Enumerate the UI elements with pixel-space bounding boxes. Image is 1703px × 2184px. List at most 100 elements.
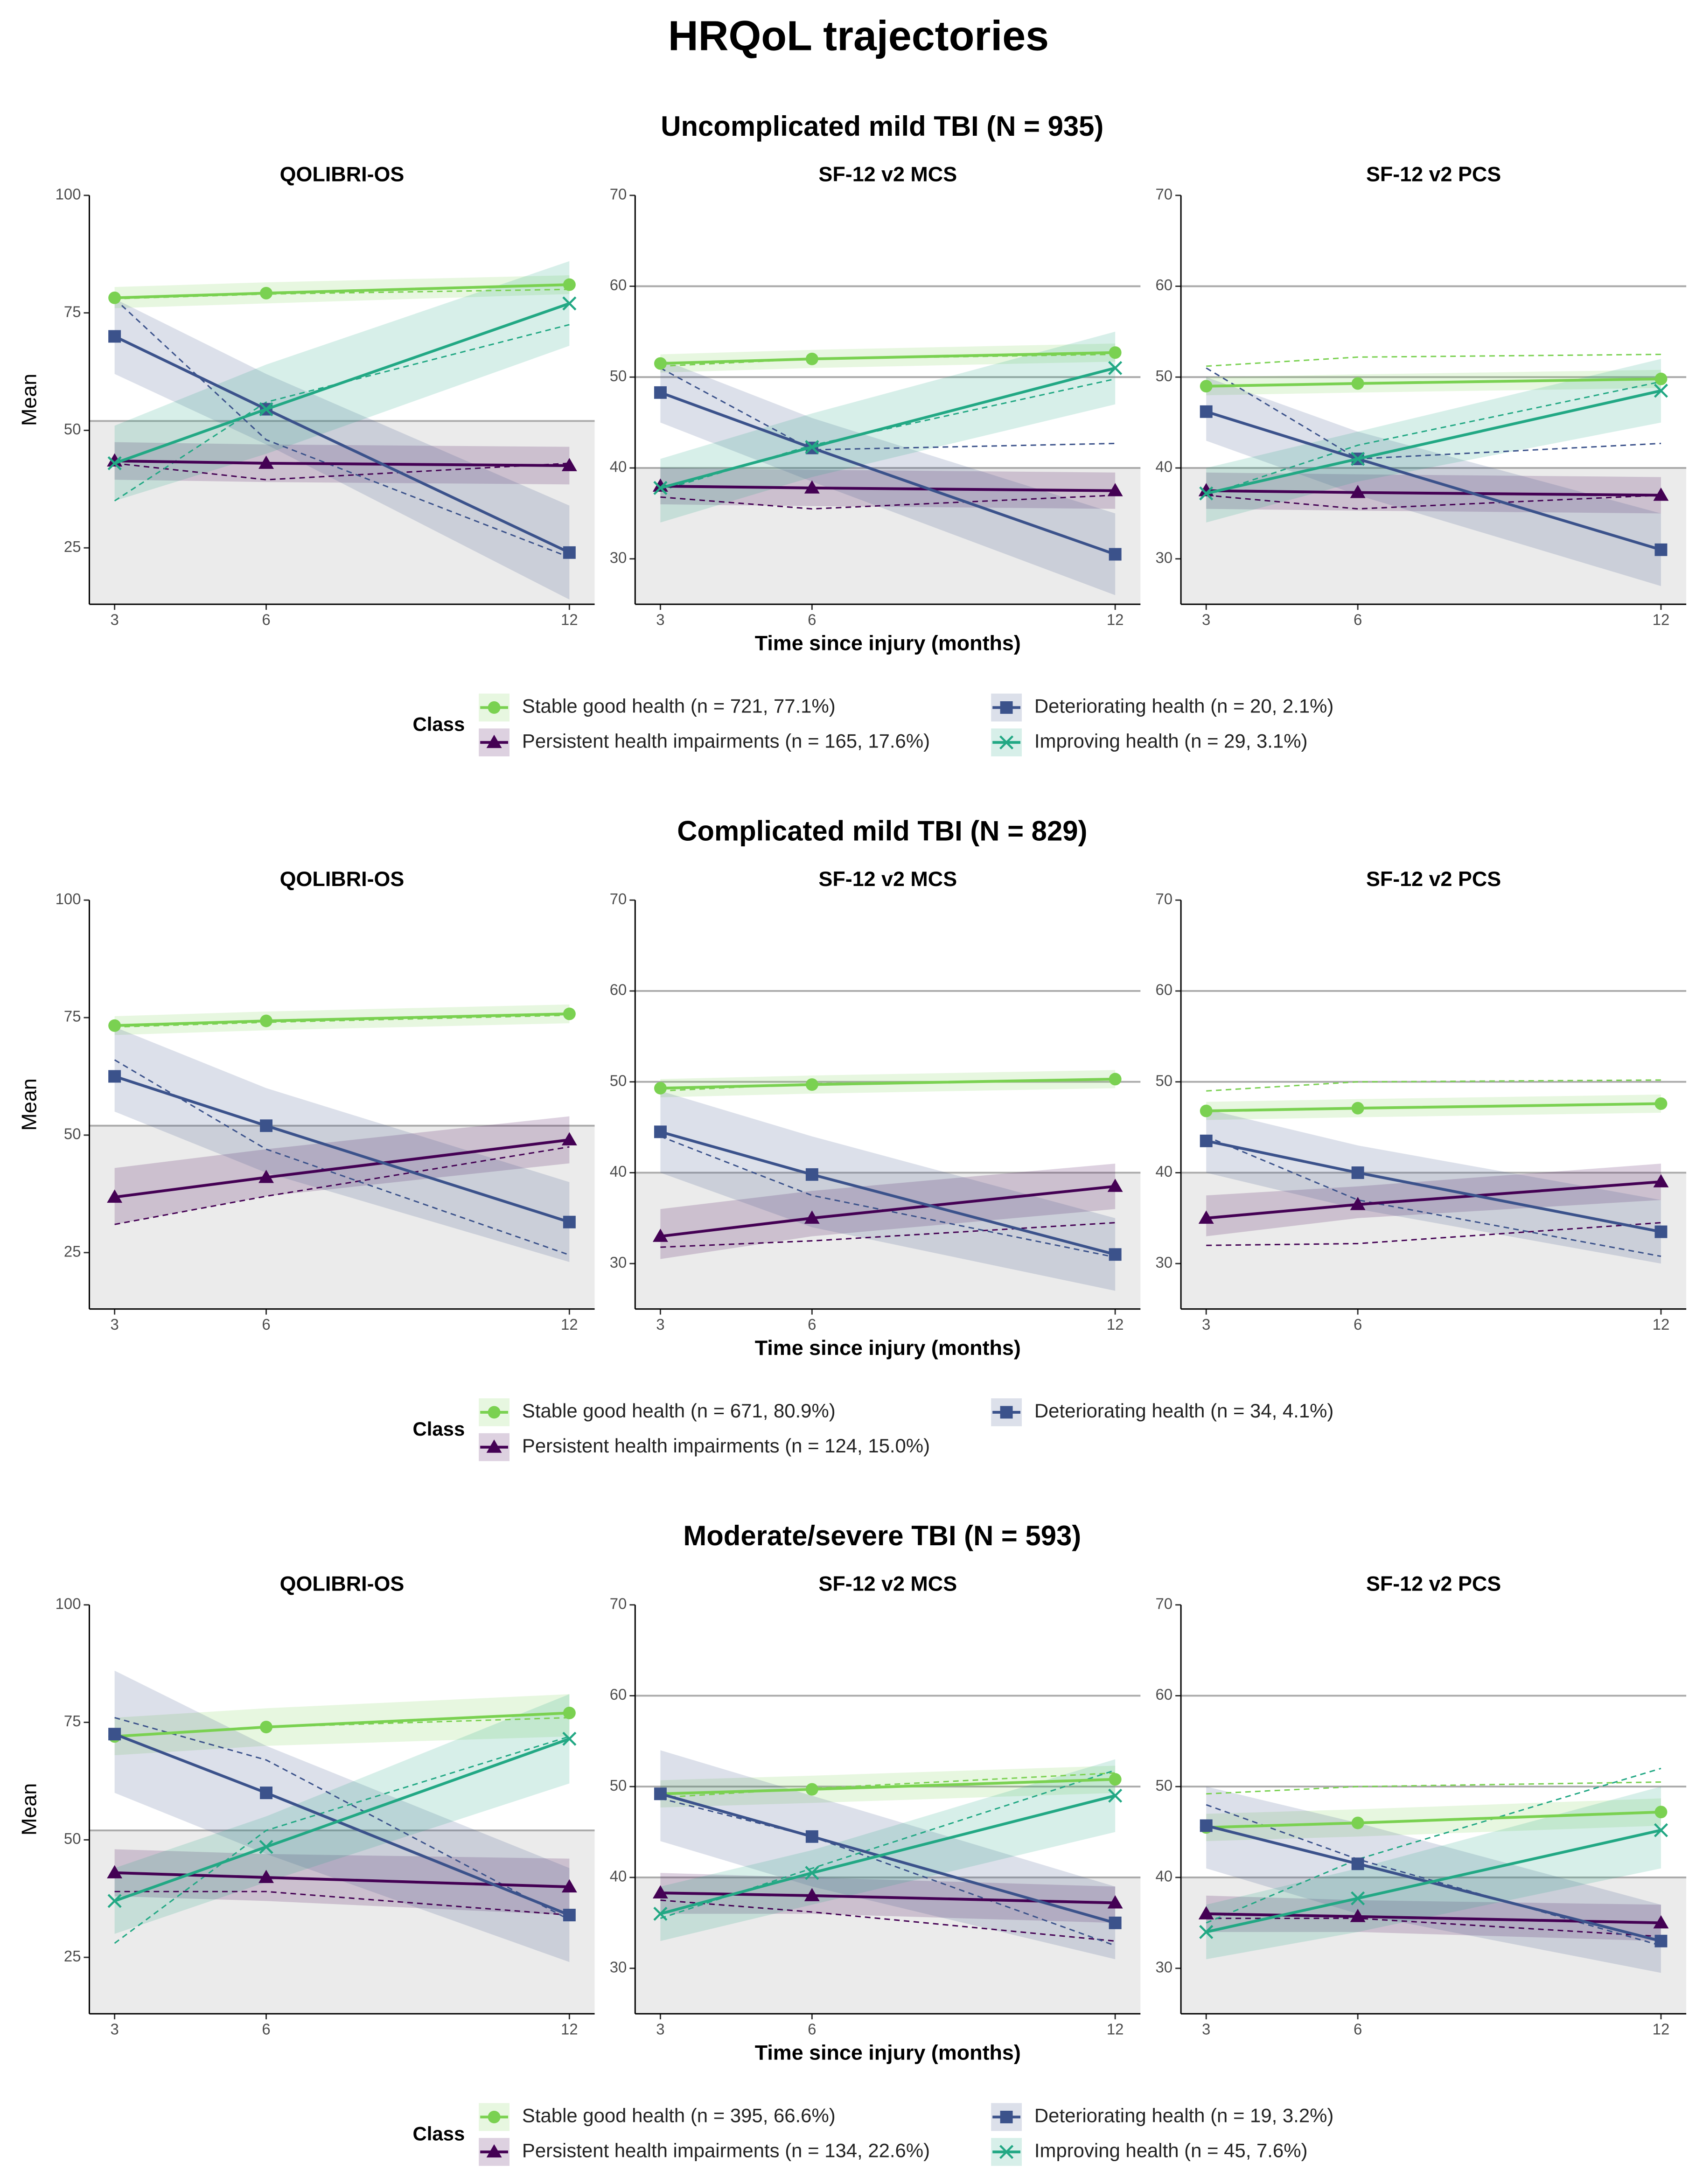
y-tick-label: 30 — [1156, 549, 1173, 566]
marker — [1199, 1925, 1214, 1939]
marker — [1654, 1806, 1668, 1819]
observed-line — [660, 1899, 1116, 1942]
marker — [1107, 1895, 1123, 1909]
marker — [260, 1014, 272, 1027]
y-tick-label: 40 — [610, 458, 627, 475]
y-tick-label: 100 — [56, 1595, 81, 1612]
observed-line — [1206, 354, 1661, 367]
x-tick-label: 6 — [808, 2021, 816, 2038]
y-tick-label: 60 — [1156, 981, 1173, 998]
marker — [653, 1906, 668, 1921]
y-tick-label: 25 — [64, 1947, 81, 1965]
y-tick-label: 100 — [56, 890, 81, 907]
legend-label: Persistent health impairments (n = 124, … — [522, 1435, 930, 1457]
legend-marker — [999, 2145, 1014, 2159]
marker — [108, 330, 121, 343]
x-tick-label: 6 — [808, 611, 816, 628]
y-tick-label: 40 — [610, 1163, 627, 1180]
marker — [805, 1830, 818, 1843]
x-tick-label: 12 — [1107, 611, 1124, 628]
legend-marker — [488, 1406, 501, 1419]
marker — [1654, 1225, 1668, 1238]
panel-title: QOLIBRI-OS — [280, 162, 405, 186]
marker — [654, 357, 667, 370]
marker — [1109, 1248, 1122, 1261]
x-tick-label: 3 — [656, 1316, 664, 1333]
x-tick-label: 3 — [656, 611, 664, 628]
marker — [260, 1119, 272, 1132]
marker — [1108, 1788, 1123, 1803]
marker — [804, 1210, 820, 1224]
legend-marker — [999, 735, 1014, 750]
y-tick-label: 70 — [610, 185, 627, 202]
marker — [258, 1170, 274, 1183]
marker — [1107, 1179, 1123, 1192]
marker — [1351, 1816, 1364, 1829]
shaded-region — [1181, 1877, 1687, 2014]
marker — [259, 402, 273, 417]
marker — [260, 286, 272, 300]
marker — [260, 1786, 272, 1800]
y-tick-label: 100 — [56, 185, 81, 202]
legend-label: Stable good health (n = 671, 80.9%) — [522, 1400, 836, 1422]
x-tick-label: 6 — [808, 1316, 816, 1333]
y-tick-label: 50 — [610, 1072, 627, 1089]
x-tick-label: 6 — [1354, 611, 1362, 628]
marker — [1351, 452, 1365, 466]
confidence-band — [114, 1670, 570, 1962]
x-tick-label: 3 — [1202, 611, 1210, 628]
marker — [107, 1865, 123, 1878]
x-axis-label: Time since injury (months) — [755, 1336, 1021, 1360]
y-tick-label: 60 — [610, 981, 627, 998]
y-tick-label: 40 — [1156, 1163, 1173, 1180]
y-tick-label: 25 — [64, 538, 81, 555]
observed-line — [114, 298, 570, 558]
y-tick-label: 75 — [64, 1712, 81, 1730]
y-tick-label: 50 — [64, 1125, 81, 1143]
panel-title: SF-12 v2 MCS — [818, 1572, 957, 1596]
confidence-band — [660, 1091, 1116, 1291]
y-axis-label: Mean — [17, 1783, 41, 1835]
marker — [1351, 1102, 1364, 1115]
observed-line — [660, 1136, 1116, 1258]
y-tick-label: 50 — [64, 1830, 81, 1847]
y-tick-label: 50 — [1156, 1777, 1173, 1794]
panel-title: QOLIBRI-OS — [280, 1572, 405, 1596]
section-title: Moderate/severe TBI (N = 593) — [683, 1520, 1081, 1551]
marker — [805, 352, 818, 365]
observed-line — [114, 1717, 570, 1920]
legend-label: Improving health (n = 29, 3.1%) — [1034, 730, 1307, 752]
marker — [108, 1070, 121, 1083]
observed-line — [114, 1059, 570, 1256]
y-tick-label: 75 — [64, 303, 81, 320]
marker — [1200, 380, 1213, 393]
marker — [805, 1168, 818, 1181]
y-axis-label: Mean — [17, 1078, 41, 1130]
observed-line — [114, 1891, 570, 1916]
marker — [1200, 1134, 1213, 1147]
marker — [1653, 487, 1669, 501]
y-tick-label: 50 — [610, 1777, 627, 1794]
marker — [1654, 1934, 1668, 1947]
observed-line — [114, 1146, 570, 1225]
shaded-region — [1181, 1172, 1687, 1309]
marker — [1108, 361, 1123, 375]
y-axis-label: Mean — [17, 374, 41, 426]
panel-title: SF-12 v2 PCS — [1366, 867, 1501, 891]
y-tick-label: 70 — [1156, 185, 1173, 202]
marker — [1351, 1166, 1364, 1179]
x-tick-label: 12 — [1653, 2021, 1670, 2038]
marker — [654, 1082, 667, 1095]
observed-line — [660, 1798, 1116, 1947]
x-tick-label: 12 — [1107, 1316, 1124, 1333]
marker — [1654, 543, 1668, 556]
marker — [1351, 1857, 1364, 1870]
marker — [259, 1840, 273, 1854]
marker — [563, 1706, 576, 1719]
marker — [563, 1909, 576, 1922]
y-tick-label: 60 — [1156, 1686, 1173, 1703]
marker — [805, 1866, 819, 1880]
marker — [652, 478, 668, 492]
marker — [1653, 1915, 1669, 1929]
